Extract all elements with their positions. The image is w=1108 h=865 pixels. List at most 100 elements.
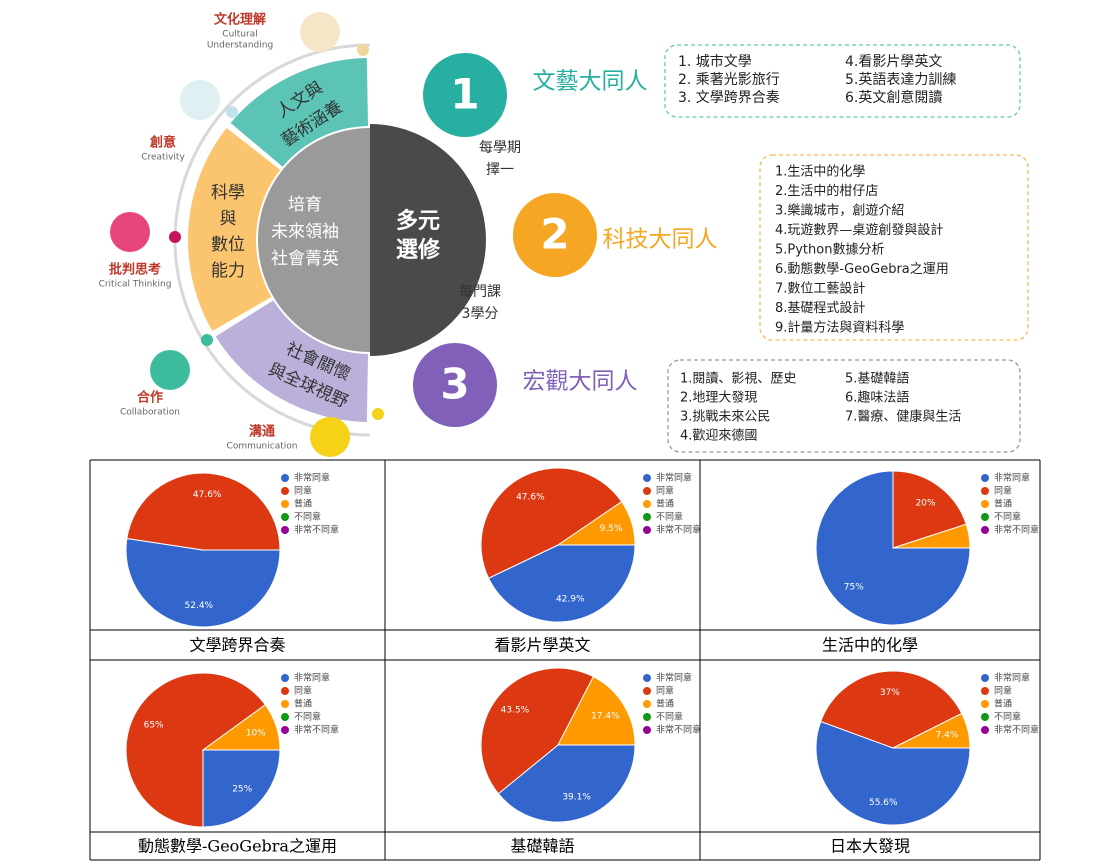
- legend-label: 非常不同意: [294, 524, 339, 536]
- pie-slice: [556, 501, 636, 546]
- track-item: 2.生活中的柑仔店: [775, 183, 878, 199]
- legend-label: 同意: [656, 685, 674, 697]
- caption: 基礎韓語: [510, 837, 574, 856]
- legend-swatch: [281, 474, 289, 482]
- legend-swatch: [981, 700, 989, 708]
- track-item: 2.地理大發現: [680, 391, 757, 406]
- ring-dot: [201, 334, 213, 346]
- track-item: 6.動態數學-GeoGebra之運用: [775, 261, 949, 277]
- legend-swatch: [643, 726, 651, 734]
- legend-swatch: [643, 526, 651, 534]
- track-badge: [423, 53, 507, 137]
- legend-label: 不同意: [294, 511, 321, 523]
- track-box: [664, 44, 1021, 118]
- pie-slice: [815, 470, 971, 626]
- pie-slice: [125, 537, 281, 628]
- slice-label: 7.4%: [936, 731, 959, 741]
- caption: 看影片學英文: [494, 636, 590, 655]
- track-name: 宏觀大同人: [523, 369, 638, 395]
- track-item: 3.樂識城市，創遊介紹: [775, 203, 904, 219]
- legend-swatch: [643, 687, 651, 695]
- legend-swatch: [281, 674, 289, 682]
- segment-label: 與: [220, 209, 237, 229]
- legend-label: 普通: [294, 498, 312, 510]
- competency-zh: 創意: [149, 135, 176, 151]
- slice-label: 55.6%: [869, 798, 898, 808]
- slice-label: 9.5%: [600, 524, 623, 534]
- track-item: 3.挑戰未來公民: [680, 410, 770, 425]
- track-item: 5.英語表達力訓練: [845, 71, 956, 88]
- pie-slice: [815, 720, 971, 826]
- caption: 文學跨界合奏: [189, 636, 285, 655]
- track-item: 2. 乘著光影旅行: [678, 72, 780, 88]
- slice-label: 75%: [844, 583, 864, 593]
- pie-slice: [487, 544, 636, 623]
- pie-slice: [480, 467, 623, 579]
- slice-label: 17.4%: [591, 712, 620, 722]
- legend-swatch: [643, 500, 651, 508]
- legend-swatch: [981, 487, 989, 495]
- track-badge: [513, 193, 597, 277]
- pie-slice: [201, 704, 281, 751]
- competency-icon: [300, 12, 340, 52]
- legend-swatch: [981, 526, 989, 534]
- track-number: 1: [450, 70, 479, 119]
- elective-label: 多元: [396, 208, 440, 234]
- legend-label: 同意: [656, 485, 674, 497]
- legend-label: 非常同意: [994, 472, 1030, 484]
- track-item: 9.計量方法與資料科學: [775, 320, 904, 336]
- legend-label: 普通: [656, 498, 674, 510]
- legend-swatch: [981, 513, 989, 521]
- competency-en: Communication: [227, 442, 298, 452]
- legend-label: 非常不同意: [994, 524, 1039, 536]
- legend-swatch: [981, 713, 989, 721]
- legend-label: 普通: [656, 698, 674, 710]
- track-item: 1. 城市文學: [678, 53, 752, 70]
- legend-swatch: [981, 674, 989, 682]
- caption: 日本大發現: [830, 837, 910, 856]
- track-item: 5.Python數據分析: [775, 243, 884, 258]
- competency-icon: [180, 80, 220, 120]
- center-label: 未來領袖: [271, 222, 339, 242]
- legend-label: 不同意: [294, 711, 321, 723]
- legend-swatch: [981, 500, 989, 508]
- legend-label: 同意: [994, 485, 1012, 497]
- competency-en: Critical Thinking: [99, 280, 172, 290]
- track-item: 3. 文學跨界合奏: [678, 90, 780, 106]
- caption: 動態數學-GeoGebra之運用: [138, 837, 337, 856]
- legend-label: 非常不同意: [656, 524, 701, 536]
- legend-label: 普通: [994, 698, 1012, 710]
- competency-icon: [310, 417, 350, 457]
- track-item: 4.看影片學英文: [845, 53, 942, 70]
- legend-label: 同意: [294, 485, 312, 497]
- track-item: 4.玩遊數界—桌遊創發與設計: [775, 222, 943, 238]
- segment-label: 科學: [211, 183, 245, 203]
- track-number: 3: [440, 360, 469, 409]
- legend-label: 非常同意: [294, 672, 330, 684]
- slice-label: 25%: [232, 785, 252, 795]
- legend-label: 非常不同意: [294, 724, 339, 736]
- legend-swatch: [981, 687, 989, 695]
- note: 擇一: [486, 162, 514, 178]
- pie-slice: [497, 744, 636, 823]
- slice-label: 65%: [144, 720, 164, 730]
- legend-swatch: [981, 474, 989, 482]
- legend-swatch: [281, 513, 289, 521]
- track-item: 7.數位工藝設計: [775, 281, 865, 297]
- legend-swatch: [281, 713, 289, 721]
- pie-slice: [202, 749, 281, 828]
- legend-label: 普通: [994, 498, 1012, 510]
- slice-label: 42.9%: [556, 595, 585, 605]
- legend-label: 非常不同意: [656, 724, 701, 736]
- pie-slice: [892, 470, 967, 549]
- track-item: 8.基礎程式設計: [775, 300, 865, 316]
- ring-dot: [226, 106, 238, 118]
- competency-en: Creativity: [141, 153, 185, 163]
- competency-en: Cultural: [222, 30, 257, 40]
